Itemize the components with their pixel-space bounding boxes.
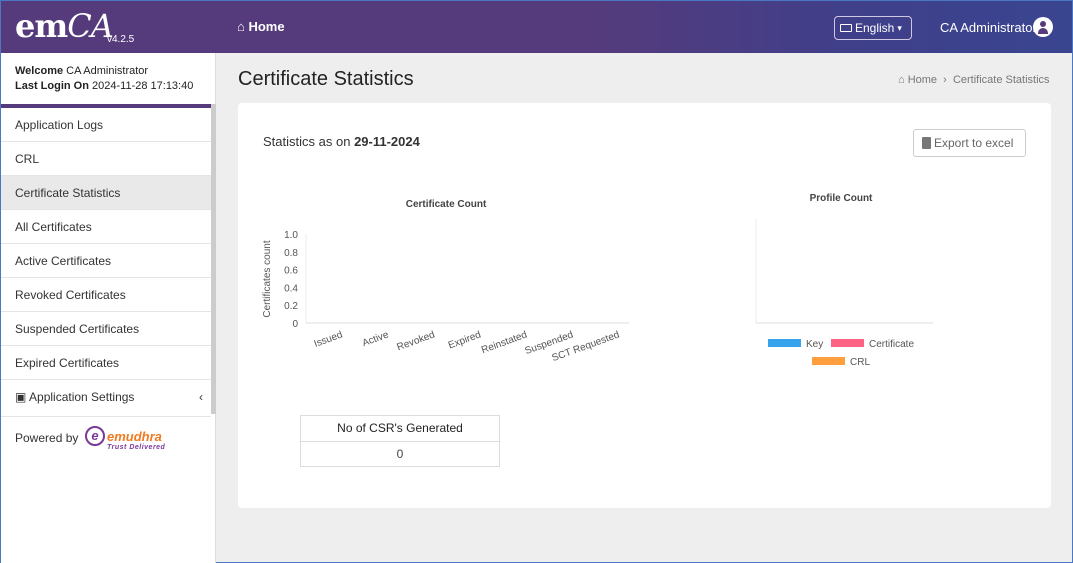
stats-label: Statistics as on [263, 134, 351, 149]
welcome-user: CA Administrator [66, 65, 149, 77]
top-header: emCA v4.2.5 ⌂ Home English ▾ CA Administr… [1, 1, 1072, 53]
breadcrumb: ⌂ Home › Certificate Statistics [898, 74, 1050, 86]
sidebar-item-expired-certificates[interactable]: Expired Certificates [1, 346, 211, 380]
stats-date: 29-11-2024 [354, 134, 420, 149]
page-title: Certificate Statistics [238, 68, 414, 90]
x-tick-label: Revoked [396, 329, 437, 353]
sidebar-item-all-certificates[interactable]: All Certificates [1, 210, 211, 244]
y-tick-label: 0.2 [284, 301, 298, 312]
language-dropdown[interactable]: English ▾ [834, 16, 912, 40]
user-menu[interactable]: CA Administrator [940, 20, 1037, 35]
last-login-label: Last Login On [15, 80, 89, 92]
y-tick-label: 1.0 [284, 230, 298, 241]
emudhra-e-icon: e [85, 426, 105, 446]
powered-by-label: Powered by [15, 431, 79, 445]
home-icon: ⌂ [898, 74, 908, 86]
brand-name: emudhra [107, 428, 162, 444]
x-tick-label: Reinstated [480, 329, 529, 356]
welcome-label: Welcome [15, 65, 64, 77]
sidebar-item-active-certificates[interactable]: Active Certificates [1, 244, 211, 278]
breadcrumb-current: Certificate Statistics [952, 74, 1050, 86]
csr-header: No of CSR's Generated [337, 421, 463, 435]
sidebar-item-crl[interactable]: CRL [1, 142, 211, 176]
sidebar: Welcome CA Administrator Last Login On 2… [1, 53, 216, 563]
x-tick-label: Expired [447, 329, 483, 351]
stats-heading: Statistics as on 29-11-2024 [263, 134, 420, 149]
legend-swatch-crl [812, 357, 845, 365]
divider [1, 104, 211, 108]
home-icon: ⌂ [237, 19, 249, 34]
y-axis-label: Certificates count [262, 240, 273, 317]
y-tick-label: 0 [292, 319, 298, 330]
chevron-left-icon: ‹ [199, 390, 203, 404]
powered-by: Powered by e emudhra Trust Delivered [1, 417, 215, 467]
statistics-card: Statistics as on 29-11-2024 Export to ex… [238, 103, 1051, 508]
last-login: 2024-11-28 17:13:40 [92, 80, 194, 92]
chevron-down-icon: ▾ [897, 22, 902, 33]
home-link[interactable]: ⌂ Home [237, 19, 285, 34]
x-tick-label: Issued [313, 329, 344, 349]
brand-tagline: Trust Delivered [107, 444, 166, 451]
user-avatar-icon[interactable] [1033, 17, 1053, 37]
version: v4.2.5 [107, 34, 135, 45]
legend-label-key: Key [806, 339, 823, 350]
sidebar-scrollbar[interactable] [211, 104, 216, 414]
y-tick-label: 0.4 [284, 283, 298, 294]
certificate-count-chart: Certificate Count Certificates count 0 0.2 0… [262, 199, 629, 364]
sidebar-item-application-logs[interactable]: Application Logs [1, 108, 211, 142]
csr-table: No of CSR's Generated 0 [300, 415, 500, 467]
excel-file-icon [922, 137, 931, 149]
chart-title: Certificate Count [406, 199, 487, 210]
breadcrumb-home[interactable]: Home [907, 74, 938, 86]
chart-title: Profile Count [810, 193, 873, 204]
language-icon [840, 24, 852, 32]
profile-count-chart: Profile Count Key Certificate CRL [755, 193, 933, 368]
sidebar-item-certificate-statistics[interactable]: Certificate Statistics [1, 176, 211, 210]
x-tick-label: Active [361, 329, 391, 349]
y-tick-label: 0.6 [284, 266, 298, 277]
welcome-block: Welcome CA Administrator Last Login On 2… [1, 53, 215, 104]
sidebar-item-revoked-certificates[interactable]: Revoked Certificates [1, 278, 211, 312]
emca-logo[interactable]: emCA [15, 7, 114, 45]
y-tick-label: 0.8 [284, 248, 298, 259]
legend-label-certificate: Certificate [869, 339, 914, 350]
sidebar-item-suspended-certificates[interactable]: Suspended Certificates [1, 312, 211, 346]
export-to-excel-button[interactable]: Export to excel [913, 129, 1026, 157]
settings-window-icon: ▣ [15, 390, 30, 404]
emudhra-logo: e emudhra [85, 426, 162, 446]
legend-swatch-key [768, 339, 801, 347]
csr-value: 0 [301, 441, 499, 466]
legend-swatch-certificate [831, 339, 864, 347]
legend-label-crl: CRL [850, 357, 870, 368]
sidebar-item-application-settings[interactable]: ▣ Application Settings ‹ [1, 380, 211, 417]
